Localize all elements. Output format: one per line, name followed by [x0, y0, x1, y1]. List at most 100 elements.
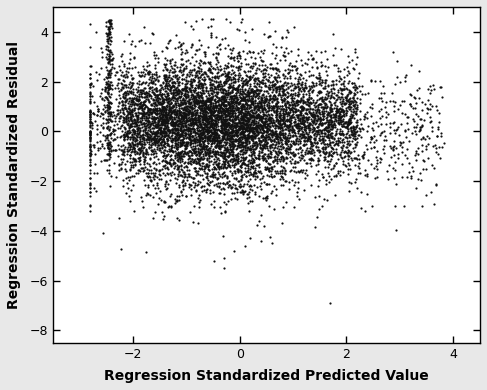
Point	[101, 133, 109, 139]
Point	[176, 143, 184, 149]
Point	[177, 131, 185, 138]
Point	[337, 123, 345, 129]
Point	[144, 118, 152, 124]
Point	[148, 87, 156, 93]
Point	[271, 156, 279, 163]
Point	[119, 110, 127, 116]
Point	[173, 165, 181, 172]
Point	[153, 108, 161, 114]
Point	[350, 155, 358, 161]
Point	[172, 127, 180, 133]
Point	[283, 111, 291, 117]
Point	[261, 101, 268, 108]
Point	[200, 110, 207, 117]
Point	[230, 175, 238, 181]
Point	[145, 113, 152, 120]
Point	[159, 136, 167, 142]
Point	[174, 126, 182, 132]
Point	[134, 84, 142, 90]
Point	[241, 144, 249, 150]
Point	[134, 93, 142, 99]
Point	[218, 171, 225, 177]
Point	[226, 92, 234, 99]
Point	[159, 117, 167, 123]
Point	[349, 106, 357, 112]
Point	[221, 121, 229, 127]
Point	[261, 163, 269, 170]
Point	[120, 105, 128, 111]
Point	[202, 109, 210, 115]
Point	[242, 132, 249, 138]
Point	[309, 87, 317, 93]
Point	[90, 170, 98, 176]
Point	[314, 105, 322, 111]
Point	[243, 147, 250, 153]
Point	[201, 107, 208, 113]
Point	[284, 80, 292, 86]
Point	[148, 125, 156, 131]
Point	[241, 106, 248, 112]
Point	[98, 86, 106, 92]
Point	[244, 137, 251, 143]
Point	[377, 90, 385, 96]
Point	[187, 182, 195, 188]
Point	[283, 135, 291, 141]
Point	[244, 98, 252, 104]
Point	[218, 36, 226, 42]
Point	[187, 186, 195, 192]
Point	[239, 96, 247, 103]
Point	[126, 152, 133, 158]
Point	[99, 111, 107, 117]
Point	[286, 102, 294, 108]
Point	[156, 114, 164, 121]
Point	[193, 125, 201, 131]
Point	[170, 79, 178, 85]
Point	[191, 146, 199, 152]
Point	[213, 94, 221, 100]
Point	[225, 132, 233, 138]
Point	[321, 125, 329, 131]
Point	[166, 142, 173, 149]
Point	[122, 113, 130, 119]
Point	[239, 188, 247, 195]
Point	[203, 174, 210, 180]
Point	[164, 86, 171, 92]
Point	[228, 84, 236, 90]
Point	[227, 71, 235, 77]
Point	[174, 129, 182, 135]
Point	[225, 116, 233, 122]
Point	[238, 103, 245, 110]
Point	[383, 168, 391, 174]
Point	[276, 112, 283, 118]
Point	[131, 138, 139, 144]
Point	[176, 88, 184, 94]
Point	[166, 105, 174, 111]
Point	[139, 113, 147, 120]
Point	[168, 113, 175, 120]
Point	[290, 105, 298, 111]
Point	[221, 163, 228, 170]
Point	[258, 115, 265, 121]
Point	[104, 119, 112, 126]
Point	[259, 112, 267, 119]
Point	[216, 204, 224, 210]
Point	[225, 53, 232, 59]
Point	[225, 120, 232, 126]
Point	[332, 108, 339, 115]
Point	[237, 134, 244, 140]
Point	[154, 138, 162, 144]
Point	[306, 85, 314, 91]
Point	[349, 109, 357, 115]
Point	[152, 138, 160, 144]
Point	[192, 47, 200, 53]
Point	[318, 79, 325, 85]
Point	[197, 155, 205, 161]
Point	[86, 143, 94, 149]
Point	[175, 115, 183, 121]
Point	[332, 117, 339, 123]
Point	[237, 156, 245, 163]
Point	[197, 92, 205, 99]
Point	[282, 199, 290, 206]
Point	[142, 112, 150, 119]
Point	[236, 131, 244, 137]
